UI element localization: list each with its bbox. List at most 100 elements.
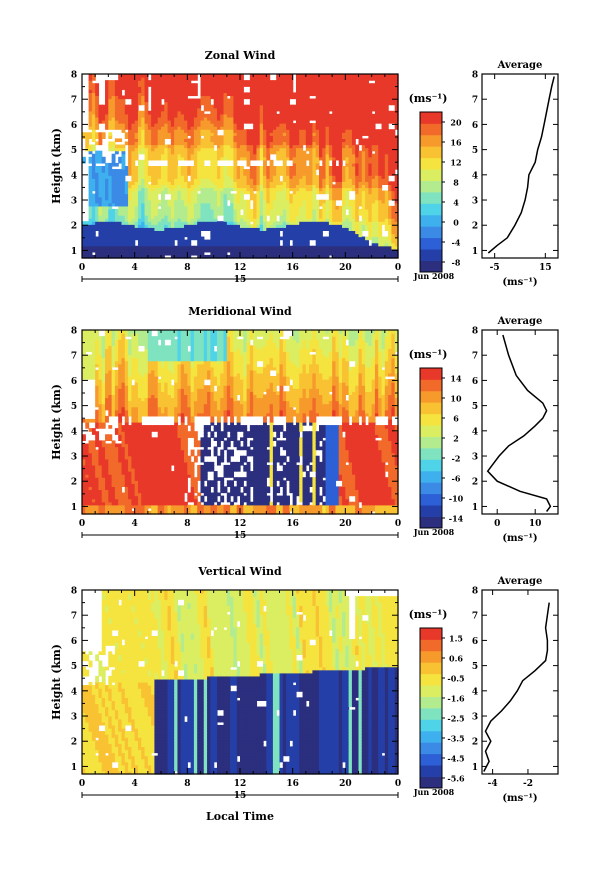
heatmap-cell: [328, 178, 333, 182]
heatmap-cell: [180, 190, 185, 195]
heatmap-cell: [371, 239, 376, 244]
heatmap-cell: [253, 135, 258, 139]
heatmap-cell: [256, 132, 261, 136]
heatmap-cell: [266, 129, 271, 133]
heatmap-cell: [233, 98, 238, 103]
heatmap-cell: [266, 116, 271, 121]
heatmap-cell: [309, 77, 314, 81]
heatmap-cell: [137, 178, 142, 182]
heatmap-cell: [177, 104, 182, 109]
heatmap-cell: [381, 162, 386, 167]
heatmap-cell: [286, 107, 290, 112]
heatmap-cell: [220, 254, 225, 259]
heatmap-cell: [345, 172, 350, 176]
heatmap-cell: [157, 181, 162, 185]
heatmap-cell: [256, 178, 261, 182]
heatmap-cell: [358, 138, 363, 143]
heatmap-cell: [312, 251, 317, 256]
heatmap-cell: [147, 218, 152, 222]
heatmap-cell: [259, 120, 264, 124]
heatmap-cell: [151, 166, 156, 170]
heatmap-cell: [105, 187, 109, 192]
heatmap-cell: [167, 184, 172, 189]
heatmap-cell: [216, 107, 221, 112]
heatmap-cell: [157, 153, 162, 158]
heatmap-cell: [361, 175, 366, 179]
heatmap-cell: [302, 199, 307, 204]
heatmap-cell: [197, 248, 202, 253]
heatmap-cell: [361, 104, 366, 109]
heatmap-cell: [342, 141, 346, 146]
heatmap-cell: [144, 169, 149, 173]
heatmap-cell: [105, 254, 109, 259]
heatmap-cell: [256, 193, 261, 198]
heatmap-cell: [302, 83, 307, 87]
heatmap-cell: [305, 92, 310, 97]
heatmap-cell: [220, 184, 225, 189]
heatmap-cell: [246, 251, 251, 256]
heatmap-cell: [328, 205, 333, 210]
heatmap-cell: [98, 233, 103, 238]
heatmap-cell: [193, 175, 198, 179]
heatmap-cell: [338, 230, 343, 235]
heatmap-cell: [263, 212, 267, 216]
heatmap-cell: [147, 150, 152, 155]
heatmap-cell: [338, 153, 343, 158]
heatmap-cell: [240, 92, 244, 97]
heatmap-cell: [345, 138, 350, 143]
heatmap-cell: [315, 150, 320, 155]
heatmap-cell: [368, 116, 373, 121]
heatmap-cell: [147, 138, 152, 143]
heatmap-cell: [207, 120, 211, 124]
heatmap-cell: [305, 101, 310, 106]
heatmap-cell: [236, 144, 241, 149]
heatmap-cell: [220, 104, 225, 109]
heatmap-cell: [200, 74, 205, 78]
heatmap-cell: [190, 126, 195, 130]
heatmap-cell: [259, 86, 264, 90]
heatmap-cell: [151, 98, 156, 103]
heatmap-cell: [371, 242, 376, 247]
heatmap-cell: [111, 101, 116, 106]
heatmap-cell: [144, 172, 149, 176]
heatmap-cell: [269, 245, 274, 250]
heatmap-cell: [351, 181, 356, 185]
heatmap-cell: [121, 129, 126, 133]
heatmap-cell: [351, 218, 356, 222]
heatmap-cell: [332, 83, 337, 87]
heatmap-cell: [381, 248, 386, 253]
heatmap-cell: [243, 181, 248, 185]
heatmap-cell: [154, 150, 159, 155]
heatmap-cell: [105, 196, 109, 201]
heatmap-cell: [190, 215, 195, 219]
heatmap-cell: [322, 212, 327, 216]
heatmap-cell: [193, 120, 198, 124]
heatmap-cell: [190, 132, 195, 136]
heatmap-cell: [355, 110, 360, 115]
heatmap-cell: [253, 251, 258, 256]
heatmap-cell: [332, 156, 337, 161]
heatmap-cell: [253, 212, 258, 216]
heatmap-cell: [157, 221, 162, 225]
heatmap-cell: [272, 178, 277, 182]
heatmap-cell: [230, 126, 235, 130]
heatmap-cell: [378, 80, 383, 84]
heatmap-cell: [207, 83, 211, 87]
heatmap-cell: [240, 126, 244, 130]
heatmap-cell: [220, 95, 225, 100]
heatmap-cell: [207, 212, 211, 216]
heatmap-cell: [95, 245, 100, 250]
heatmap-cell: [200, 212, 205, 216]
heatmap-cell: [256, 83, 261, 87]
heatmap-cell: [253, 138, 258, 143]
heatmap-cell: [253, 113, 258, 118]
heatmap-cell: [118, 193, 123, 198]
heatmap-cell: [177, 172, 182, 176]
heatmap-cell: [315, 138, 320, 143]
heatmap-cell: [161, 144, 165, 149]
heatmap-cell: [361, 251, 366, 256]
heatmap-cell: [95, 135, 100, 139]
heatmap-cell: [118, 95, 123, 100]
heatmap-cell: [249, 107, 254, 112]
heatmap-cell: [88, 77, 93, 81]
